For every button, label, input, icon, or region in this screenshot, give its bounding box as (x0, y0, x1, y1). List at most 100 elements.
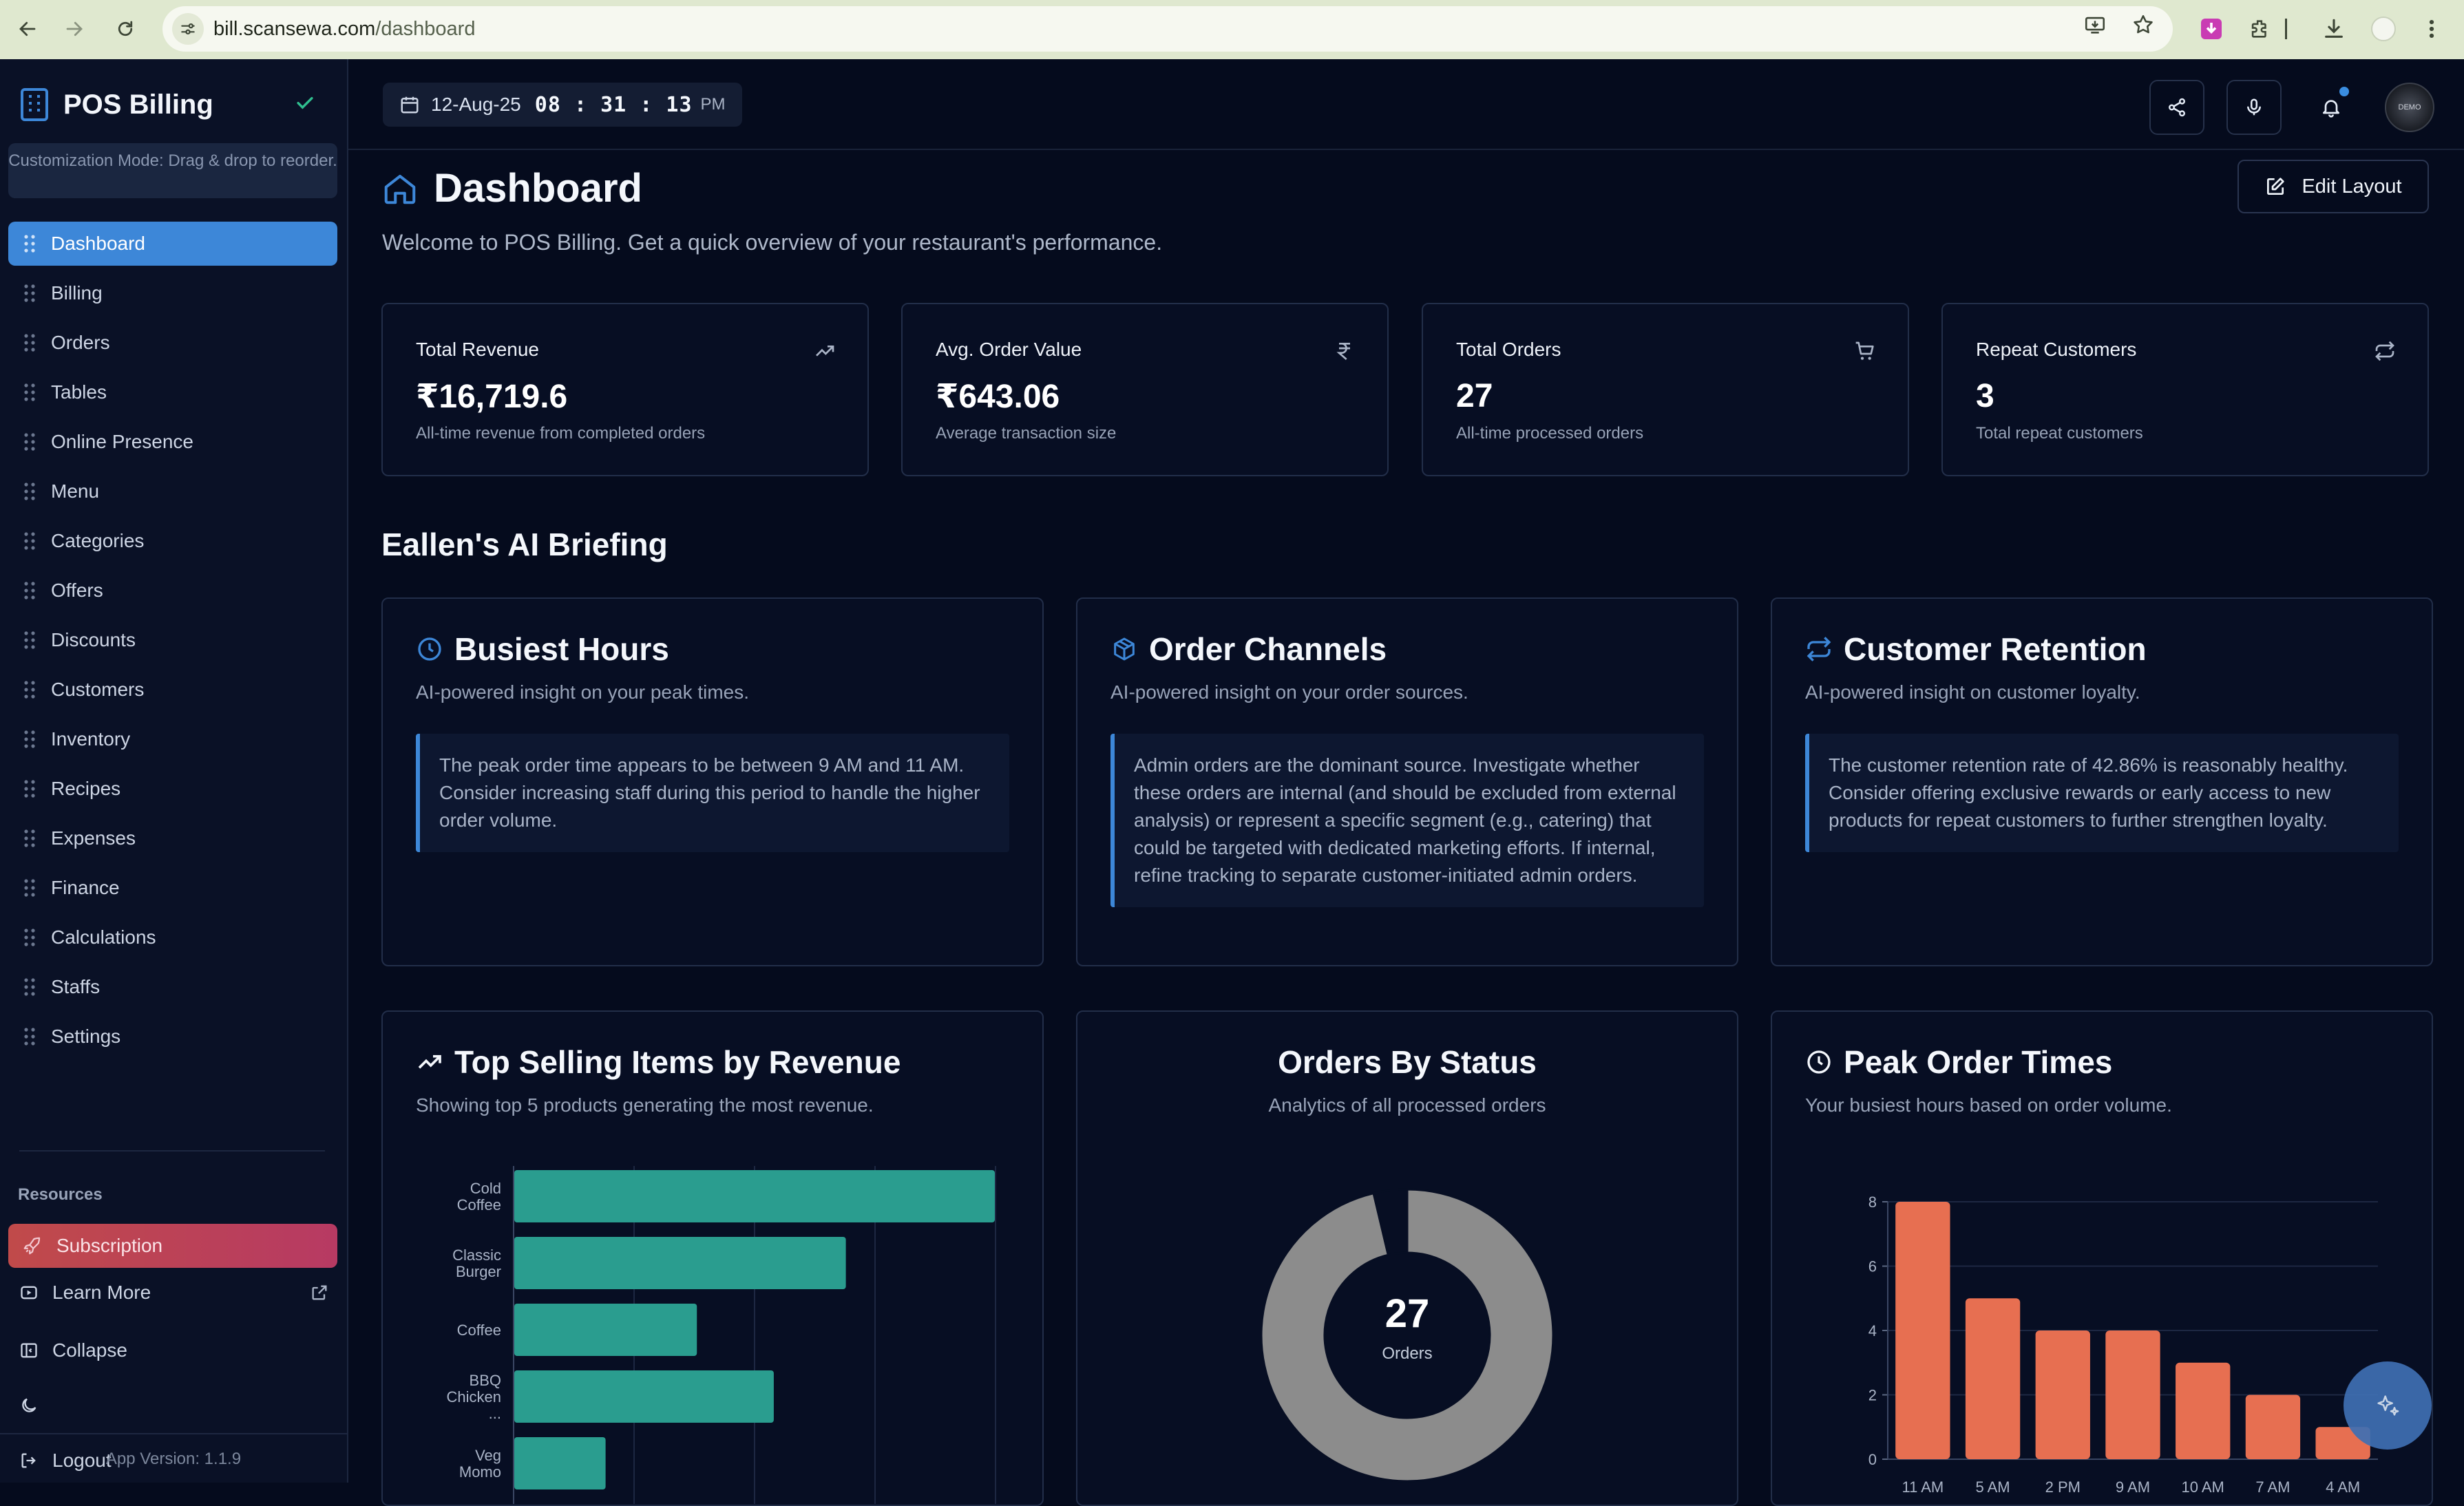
drag-handle-icon[interactable] (23, 432, 36, 452)
donut-center-label: Orders (1382, 1344, 1432, 1363)
drag-handle-icon[interactable] (23, 928, 36, 947)
sidebar-item-label: Customers (51, 679, 145, 700)
bookmark-star-icon[interactable] (2131, 13, 2155, 36)
drag-handle-icon[interactable] (23, 531, 36, 551)
drag-handle-icon[interactable] (23, 779, 36, 798)
brand[interactable]: POS Billing (19, 84, 213, 125)
rocket-icon (22, 1235, 43, 1256)
logout-button[interactable]: Logout (18, 1450, 112, 1472)
donut-slice[interactable] (1260, 1188, 1555, 1483)
browser-menu-icon[interactable] (2416, 14, 2447, 44)
sidebar-item-finance[interactable]: Finance (8, 866, 337, 910)
edit-layout-button[interactable]: Edit Layout (2237, 160, 2429, 213)
extensions-puzzle-icon[interactable] (2244, 14, 2275, 44)
voice-button[interactable] (2226, 80, 2282, 135)
drag-handle-icon[interactable] (23, 977, 36, 997)
drag-handle-icon[interactable] (23, 878, 36, 898)
x-tick-label: 9 AM (2116, 1478, 2150, 1496)
check-icon[interactable] (293, 91, 317, 114)
bar[interactable] (1965, 1298, 2021, 1459)
stat-label: Repeat Customers (1976, 339, 2137, 360)
sidebar-item-dashboard[interactable]: Dashboard (8, 222, 337, 266)
category-label: Veg Momo (459, 1447, 501, 1481)
drag-handle-icon[interactable] (23, 730, 36, 749)
sidebar-item-calculations[interactable]: Calculations (8, 915, 337, 959)
sidebar-item-expenses[interactable]: Expenses (8, 816, 337, 860)
sidebar-item-orders[interactable]: Orders (8, 321, 337, 365)
sidebar-item-inventory[interactable]: Inventory (8, 717, 337, 761)
bar[interactable] (2035, 1330, 2090, 1459)
notifications-button[interactable] (2304, 80, 2359, 135)
avatar[interactable]: DEMO (2385, 83, 2434, 132)
clock-icon (416, 635, 454, 663)
bar[interactable] (2105, 1330, 2160, 1459)
drag-handle-icon[interactable] (23, 630, 36, 650)
address-bar[interactable]: bill.scansewa.com/dashboard (162, 6, 2173, 52)
clock-icon (1805, 1048, 1844, 1076)
bar[interactable] (2176, 1362, 2231, 1459)
card-title: Peak Order Times (1844, 1044, 2113, 1080)
bar[interactable] (514, 1237, 846, 1289)
peak-order-times-card: Peak Order Times Your busiest hours base… (1771, 1010, 2433, 1506)
drag-handle-icon[interactable] (23, 482, 36, 501)
drag-handle-icon[interactable] (23, 1027, 36, 1046)
bar[interactable] (514, 1370, 774, 1423)
card-title: Customer Retention (1844, 631, 2147, 667)
sidebar-item-online-presence[interactable]: Online Presence (8, 420, 337, 464)
site-info-icon[interactable] (172, 13, 204, 45)
rupee-icon (1334, 340, 1356, 362)
sidebar-item-tables[interactable]: Tables (8, 370, 337, 414)
downloader-extension-icon[interactable] (2196, 14, 2226, 44)
x-tick-label: 11 AM (1902, 1478, 1944, 1496)
share-button[interactable] (2149, 80, 2204, 135)
bar[interactable] (514, 1304, 697, 1356)
theme-toggle[interactable] (18, 1394, 52, 1417)
bar[interactable] (514, 1437, 606, 1489)
edit-layout-label: Edit Layout (2302, 175, 2402, 198)
sidebar-item-discounts[interactable]: Discounts (8, 618, 337, 662)
drag-handle-icon[interactable] (23, 680, 36, 699)
sidebar-item-offers[interactable]: Offers (8, 569, 337, 613)
drag-handle-icon[interactable] (23, 234, 36, 253)
stat-label: Total Revenue (416, 339, 540, 360)
sidebar-item-staffs[interactable]: Staffs (8, 965, 337, 1009)
drag-handle-icon[interactable] (23, 284, 36, 303)
bar[interactable] (2245, 1394, 2301, 1460)
sidebar-item-settings[interactable]: Settings (8, 1015, 337, 1059)
page-title: Dashboard (434, 166, 642, 211)
category-label: Cold Coffee (457, 1180, 501, 1213)
sidebar-item-customers[interactable]: Customers (8, 668, 337, 712)
date-time-display: 12-Aug-25 08 : 31 : 13 PM (383, 83, 742, 127)
sidebar-item-label: Categories (51, 530, 145, 551)
back-icon[interactable] (12, 14, 43, 44)
downloads-icon[interactable] (2319, 14, 2349, 44)
ai-briefing-title: Eallen's AI Briefing (381, 527, 668, 562)
reload-icon[interactable] (110, 14, 140, 44)
profile-icon[interactable] (2368, 14, 2399, 44)
drag-handle-icon[interactable] (23, 829, 36, 848)
forward-icon[interactable] (59, 14, 89, 44)
subscription-link[interactable]: Subscription (8, 1224, 337, 1268)
subscription-label: Subscription (56, 1235, 163, 1256)
drag-handle-icon[interactable] (23, 581, 36, 600)
install-app-icon[interactable] (2083, 13, 2107, 36)
collapse-button[interactable]: Collapse (18, 1339, 127, 1361)
sidebar-item-recipes[interactable]: Recipes (8, 767, 337, 811)
trending-up-icon (814, 340, 836, 362)
bar[interactable] (1895, 1202, 1950, 1459)
drag-handle-icon[interactable] (23, 333, 36, 352)
sidebar-item-billing[interactable]: Billing (8, 271, 337, 315)
browser-chrome: bill.scansewa.com/dashboard (0, 0, 2464, 59)
collapse-label: Collapse (52, 1339, 127, 1361)
bar[interactable] (514, 1170, 995, 1222)
donut-slice[interactable] (1372, 1188, 1409, 1257)
sidebar-item-categories[interactable]: Categories (8, 519, 337, 563)
card-title: Orders By Status (1278, 1044, 1537, 1080)
drag-handle-icon[interactable] (23, 383, 36, 402)
home-icon (381, 170, 419, 207)
share-icon (2167, 97, 2187, 118)
learn-more-link[interactable]: Learn More (18, 1282, 329, 1304)
ai-assistant-button[interactable] (2344, 1361, 2432, 1450)
busiest-hours-card: Busiest Hours AI-powered insight on your… (381, 597, 1044, 966)
sidebar-item-menu[interactable]: Menu (8, 469, 337, 513)
